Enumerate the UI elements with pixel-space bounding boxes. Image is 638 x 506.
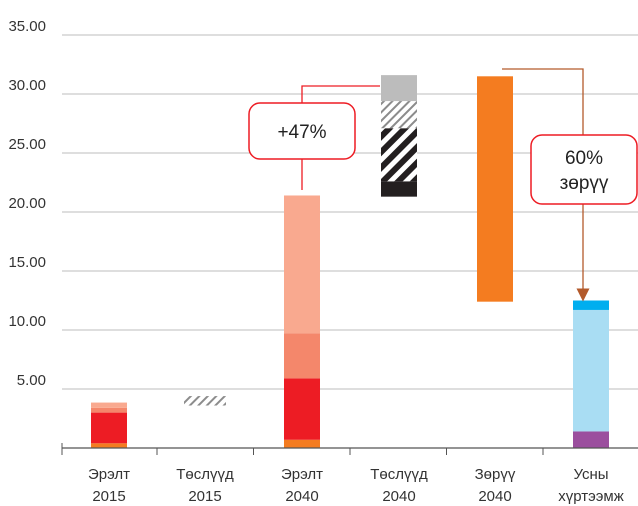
- bar-segment: [573, 431, 609, 448]
- bar-segment: [284, 333, 320, 379]
- y-tick-labels: 35.00 30.00 25.00 20.00 15.00 10.00 5.00: [8, 18, 46, 389]
- callout-arrow: [502, 68, 590, 302]
- callout-text: зөрүү: [560, 173, 609, 194]
- bar-segment: [284, 439, 320, 448]
- callout-box: [530, 134, 638, 205]
- category-label: Төслүүд: [176, 466, 234, 483]
- x-axis: [61, 443, 638, 455]
- y-tick-label: 10.00: [8, 313, 46, 330]
- category-label: Төслүүд: [370, 466, 428, 483]
- callout-text: 60%: [565, 148, 603, 169]
- y-tick-label: 35.00: [8, 18, 46, 35]
- bar-segment: [91, 402, 127, 408]
- bars: [91, 75, 609, 448]
- category-label: хүртээмж: [558, 488, 624, 505]
- bar-segment: [381, 181, 417, 197]
- bar-segment: [477, 76, 513, 302]
- bar-segment: [381, 128, 417, 182]
- bar-segment: [91, 443, 127, 448]
- bar-segment: [284, 378, 320, 440]
- y-tick-label: 30.00: [8, 77, 46, 94]
- y-tick-label: 15.00: [8, 254, 46, 271]
- gridlines: [62, 34, 638, 390]
- category-label: 2040: [382, 488, 415, 505]
- category-label: 2015: [92, 488, 125, 505]
- category-label: 2040: [285, 488, 318, 505]
- bar-segment: [573, 309, 609, 432]
- category-label: 2015: [188, 488, 221, 505]
- bar-segment: [284, 195, 320, 334]
- y-tick-label: 25.00: [8, 136, 46, 153]
- bar-segment: [184, 396, 226, 406]
- bar-segment: [91, 412, 127, 444]
- category-label: Эрэлт: [88, 466, 130, 483]
- category-labels: Эрэлт 2015 Төслүүд 2015 Эрэлт 2040 Төслүүд 2040…: [88, 466, 624, 505]
- y-tick-label: 20.00: [8, 195, 46, 212]
- category-label: Эрэлт: [281, 466, 323, 483]
- callout-box: [248, 102, 356, 160]
- category-label: 2040: [478, 488, 511, 505]
- category-label: Зөрүү: [475, 466, 516, 483]
- callout-text: +47%: [277, 122, 326, 143]
- bar-segment: [91, 407, 127, 413]
- bar-segment: [381, 101, 417, 129]
- bar-segment: [573, 300, 609, 310]
- callouts: +47% 60% зөрүү: [248, 102, 638, 205]
- bar-segment: [381, 75, 417, 102]
- y-tick-label: 5.00: [17, 372, 46, 389]
- category-label: Усны: [573, 466, 608, 483]
